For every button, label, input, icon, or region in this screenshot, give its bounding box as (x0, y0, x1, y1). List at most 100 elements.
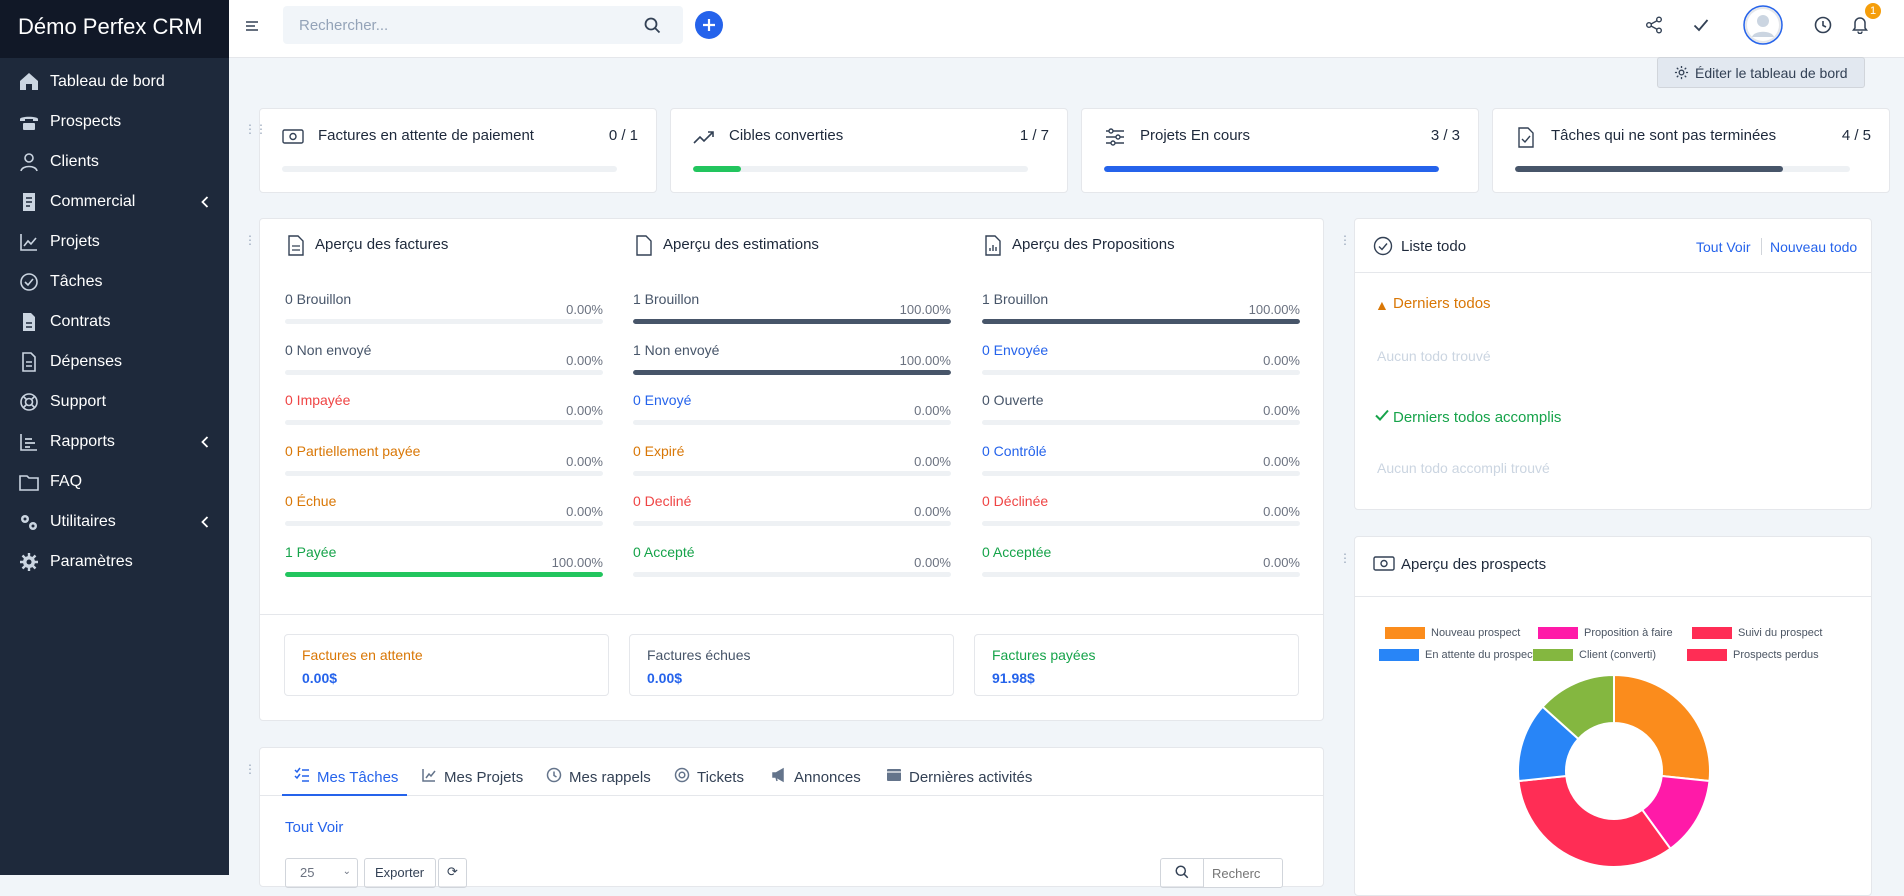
legend-item[interactable]: Nouveau prospect (1385, 627, 1520, 639)
quick-create-button[interactable] (695, 11, 723, 44)
legend-item[interactable]: Client (converti) (1533, 649, 1656, 661)
stat-progress-fill (1104, 166, 1439, 172)
overview-status-row[interactable]: 0 Expiré 0.00% (633, 443, 951, 485)
invoice-file-icon (285, 235, 307, 262)
total-value: 0.00$ (302, 670, 338, 686)
gear-icon (18, 551, 40, 573)
projects-in-progress-card[interactable]: Projets En cours 3 / 3 (1081, 108, 1479, 193)
sidebar-item-paramètres[interactable]: Paramètres (0, 542, 229, 582)
tab-reminder-clock[interactable]: Mes rappels (546, 760, 651, 794)
sidebar-item-label: Tableau de bord (50, 73, 165, 90)
legend-label: Nouveau prospect (1431, 627, 1521, 639)
overview-status-row[interactable]: 0 Envoyée 0.00% (982, 342, 1300, 384)
sidebar-item-support[interactable]: Support (0, 382, 229, 422)
sidebar-item-commercial[interactable]: Commercial (0, 182, 229, 222)
overview-status-row[interactable]: 1 Payée 100.00% (285, 544, 603, 586)
status-progress-bar (982, 369, 1300, 375)
legend-item[interactable]: Proposition à faire (1538, 627, 1673, 639)
sidebar-item-tâches[interactable]: Tâches (0, 262, 229, 302)
legend-item[interactable]: En attente du prospect (1379, 649, 1536, 661)
status-percent: 100.00% (1248, 302, 1300, 317)
overview-status-row[interactable]: 0 Impayée 0.00% (285, 392, 603, 434)
status-label: 0 Partiellement payée (285, 442, 421, 459)
table-search-input[interactable] (1203, 858, 1283, 888)
overview-status-row[interactable]: 1 Brouillon 100.00% (633, 291, 951, 333)
overview-status-row[interactable]: 1 Brouillon 100.00% (982, 291, 1300, 333)
brand-title[interactable]: Démo Perfex CRM (0, 0, 229, 58)
overview-status-row[interactable]: 0 Déclinée 0.00% (982, 493, 1300, 535)
sidebar-item-faq[interactable]: FAQ (0, 462, 229, 502)
share-icon[interactable] (1645, 16, 1663, 39)
money-icon (282, 127, 304, 154)
overview-status-row[interactable]: 0 Acceptée 0.00% (982, 544, 1300, 586)
paid-invoices-total[interactable]: Factures payées 91.98$ (974, 634, 1299, 696)
unfinished-tasks-card[interactable]: Tâches qui ne sont pas terminées 4 / 5 (1492, 108, 1890, 193)
tab-ticket[interactable]: Tickets (674, 760, 744, 794)
legend-label: Client (converti) (1579, 649, 1657, 661)
new-todo-link[interactable]: Nouveau todo (1770, 239, 1858, 255)
tasks-view-all-link[interactable]: Tout Voir (285, 819, 344, 836)
overview-status-row[interactable]: 0 Partiellement payée 0.00% (285, 443, 603, 485)
page-size-value: 25 (300, 865, 315, 880)
chevron-left-icon (201, 195, 209, 213)
menu-toggle-icon[interactable] (245, 19, 259, 38)
clock-icon[interactable] (1814, 16, 1832, 39)
status-percent: 100.00% (899, 302, 951, 317)
sidebar-item-contrats[interactable]: Contrats (0, 302, 229, 342)
tab-label: Mes Tâches (317, 768, 399, 786)
sidebar-item-label: Projets (50, 233, 100, 250)
overview-status-row[interactable]: 0 Accepté 0.00% (633, 544, 951, 586)
overview-status-row[interactable]: 1 Non envoyé 100.00% (633, 342, 951, 384)
overview-status-row[interactable]: 0 Brouillon 0.00% (285, 291, 603, 333)
overview-status-row[interactable]: 0 Contrôlé 0.00% (982, 443, 1300, 485)
overview-status-row[interactable]: 0 Envoyé 0.00% (633, 392, 951, 434)
sidebar-item-clients[interactable]: Clients (0, 142, 229, 182)
sidebar-item-rapports[interactable]: Rapports (0, 422, 229, 462)
status-percent: 100.00% (551, 555, 603, 570)
tab-activity[interactable]: Dernières activités (886, 760, 1032, 794)
overview-status-row[interactable]: 0 Ouverte 0.00% (982, 392, 1300, 434)
table-search-icon[interactable] (1160, 858, 1204, 888)
tab-megaphone[interactable]: Annonces (771, 760, 861, 794)
status-percent: 0.00% (914, 403, 951, 419)
status-label: 0 Non envoyé (285, 341, 372, 358)
sidebar-item-prospects[interactable]: Prospects (0, 102, 229, 142)
proposal-file-icon (982, 235, 1004, 262)
export-button[interactable]: Exporter (364, 858, 436, 888)
legend-item[interactable]: Suivi du prospect (1692, 627, 1822, 639)
legend-item[interactable]: Prospects perdus (1687, 649, 1819, 661)
status-progress-bar (633, 521, 951, 527)
overview-status-row[interactable]: 0 Non envoyé 0.00% (285, 342, 603, 384)
edit-dashboard-button[interactable]: Éditer le tableau de bord (1657, 57, 1865, 88)
unpaid-invoices-card[interactable]: Factures en attente de paiement 0 / 1 (259, 108, 657, 193)
avatar[interactable] (1743, 5, 1783, 50)
sidebar-item-dépenses[interactable]: Dépenses (0, 342, 229, 382)
sliders-icon (1104, 127, 1126, 154)
drag-handle-icon[interactable]: ⋮⋮ (244, 122, 267, 136)
donut-slice[interactable] (1541, 673, 1615, 741)
sidebar-item-projets[interactable]: Projets (0, 222, 229, 262)
overview-status-row[interactable]: 0 Decliné 0.00% (633, 493, 951, 535)
converted-leads-card[interactable]: Cibles converties 1 / 7 (670, 108, 1068, 193)
todo-check-icon[interactable] (1693, 18, 1709, 37)
page-size-select[interactable]: 25 ⌄ (285, 858, 358, 888)
overview-status-row[interactable]: 0 Échue 0.00% (285, 493, 603, 535)
donut-slice[interactable] (1613, 673, 1711, 783)
search-input[interactable] (283, 6, 683, 44)
donut-slice[interactable] (1517, 774, 1672, 868)
sidebar-item-utilitaires[interactable]: Utilitaires (0, 502, 229, 542)
outstanding-invoices-total[interactable]: Factures en attente 0.00$ (284, 634, 609, 696)
todo-view-all-link[interactable]: Tout Voir (1696, 239, 1751, 255)
done-todos-title: Derniers todos accomplis (1393, 409, 1562, 426)
status-progress-bar (633, 369, 951, 375)
tab-tasks-list[interactable]: Mes Tâches (294, 760, 398, 794)
tab-active-underline (282, 794, 407, 796)
status-label: 1 Payée (285, 544, 337, 560)
tab-projects-chart[interactable]: Mes Projets (421, 760, 523, 794)
refresh-button[interactable]: ⟳ (438, 858, 467, 888)
trend-up-icon (693, 127, 715, 154)
past-due-invoices-total[interactable]: Factures échues 0.00$ (629, 634, 954, 696)
sidebar-item-tableau-de-bord[interactable]: Tableau de bord (0, 62, 229, 102)
bell-icon[interactable] (1851, 15, 1869, 39)
search-icon[interactable] (644, 17, 661, 39)
